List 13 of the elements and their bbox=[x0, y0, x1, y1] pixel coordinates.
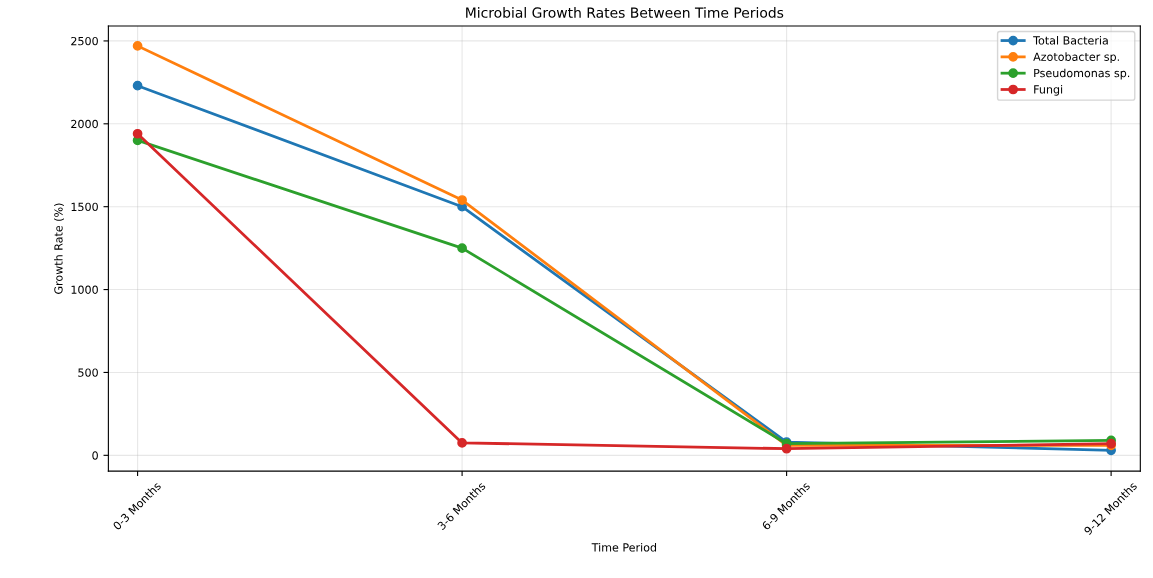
y-tick-label: 1000 bbox=[71, 285, 98, 294]
y-tick-label: 0 bbox=[92, 451, 98, 460]
legend-label: Pseudomonas sp. bbox=[1034, 68, 1130, 80]
y-tick-label: 2500 bbox=[71, 36, 98, 46]
legend-label: Total Bacteria bbox=[1033, 36, 1108, 45]
y-axis-title: Growth Rate (%) bbox=[54, 203, 64, 294]
legend-label: Azotobacter sp. bbox=[1033, 52, 1119, 64]
y-tick-label: 1500 bbox=[71, 202, 98, 212]
legend-label: Fungi bbox=[1034, 84, 1063, 96]
x-axis-title: Time Period bbox=[591, 543, 657, 552]
y-tick-label: 2000 bbox=[71, 119, 98, 129]
chart-title: Microbial Growth Rates Between Time Periods bbox=[466, 7, 784, 18]
y-tick-label: 500 bbox=[78, 368, 98, 377]
